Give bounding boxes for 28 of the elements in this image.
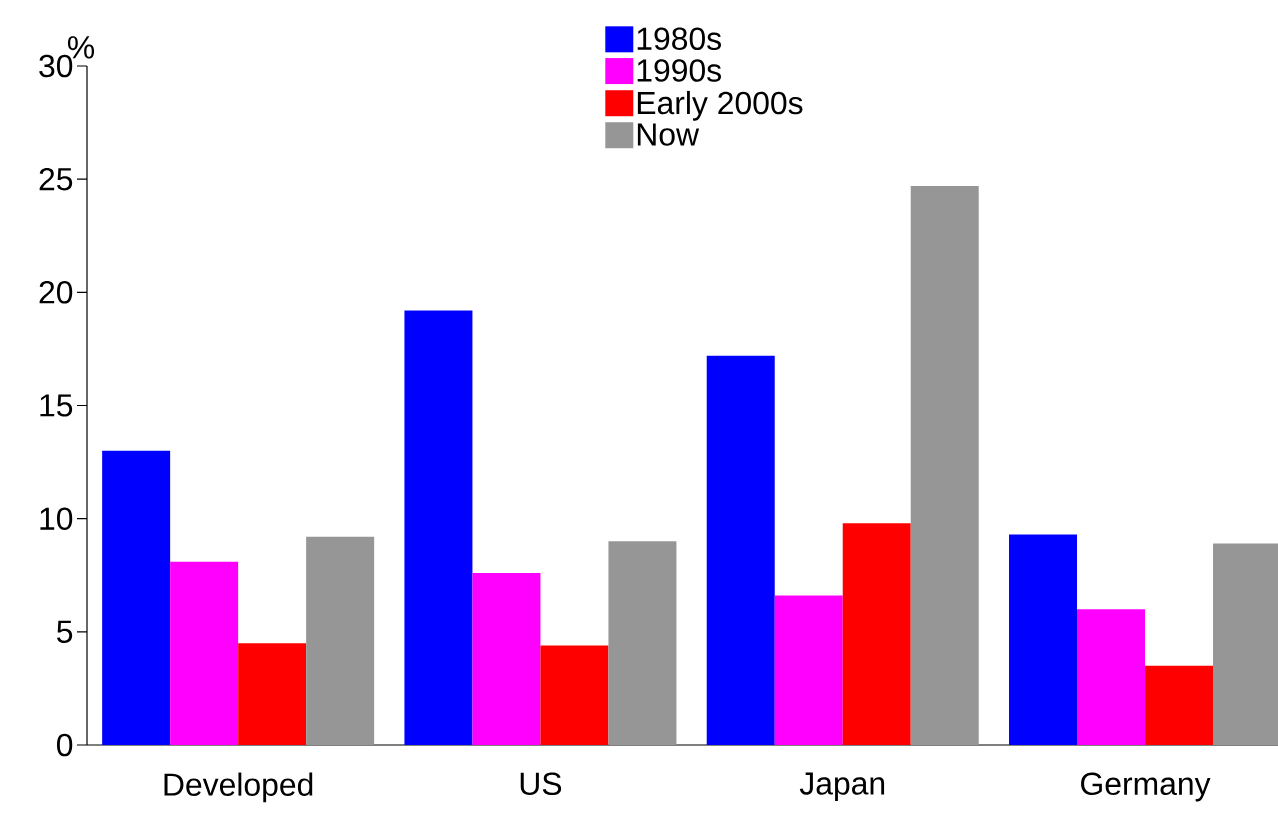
bar: [1009, 534, 1078, 745]
x-tick-label: Japan: [799, 772, 885, 802]
bar: [540, 645, 609, 745]
bar: [306, 536, 375, 745]
y-tick-label: 10: [40, 507, 73, 530]
bar: [238, 643, 307, 745]
y-tick-label: 0: [57, 733, 73, 757]
bar: [472, 572, 541, 745]
bar: [1077, 609, 1146, 745]
y-tick-label: 15: [40, 394, 73, 417]
y-tick-label: 25: [39, 167, 73, 191]
x-tick-label: Germany: [1081, 772, 1211, 802]
bar: [842, 523, 911, 745]
x-tick-label: Developed: [164, 772, 313, 803]
legend-label: Now: [637, 123, 700, 146]
legend-label: Early 2000s: [637, 90, 803, 121]
legend-label: 1980s: [637, 27, 721, 51]
y-tick-label: 5: [57, 620, 73, 643]
bar: [910, 185, 979, 745]
bar: [774, 595, 843, 745]
legend-label: 1990s: [637, 59, 721, 82]
bar: [608, 541, 677, 745]
bar: [170, 561, 239, 745]
bar: [102, 450, 171, 745]
x-tick-label: US: [520, 772, 562, 796]
bar: [404, 310, 473, 745]
bar: [706, 355, 775, 745]
y-tick-label: 20: [39, 281, 73, 304]
